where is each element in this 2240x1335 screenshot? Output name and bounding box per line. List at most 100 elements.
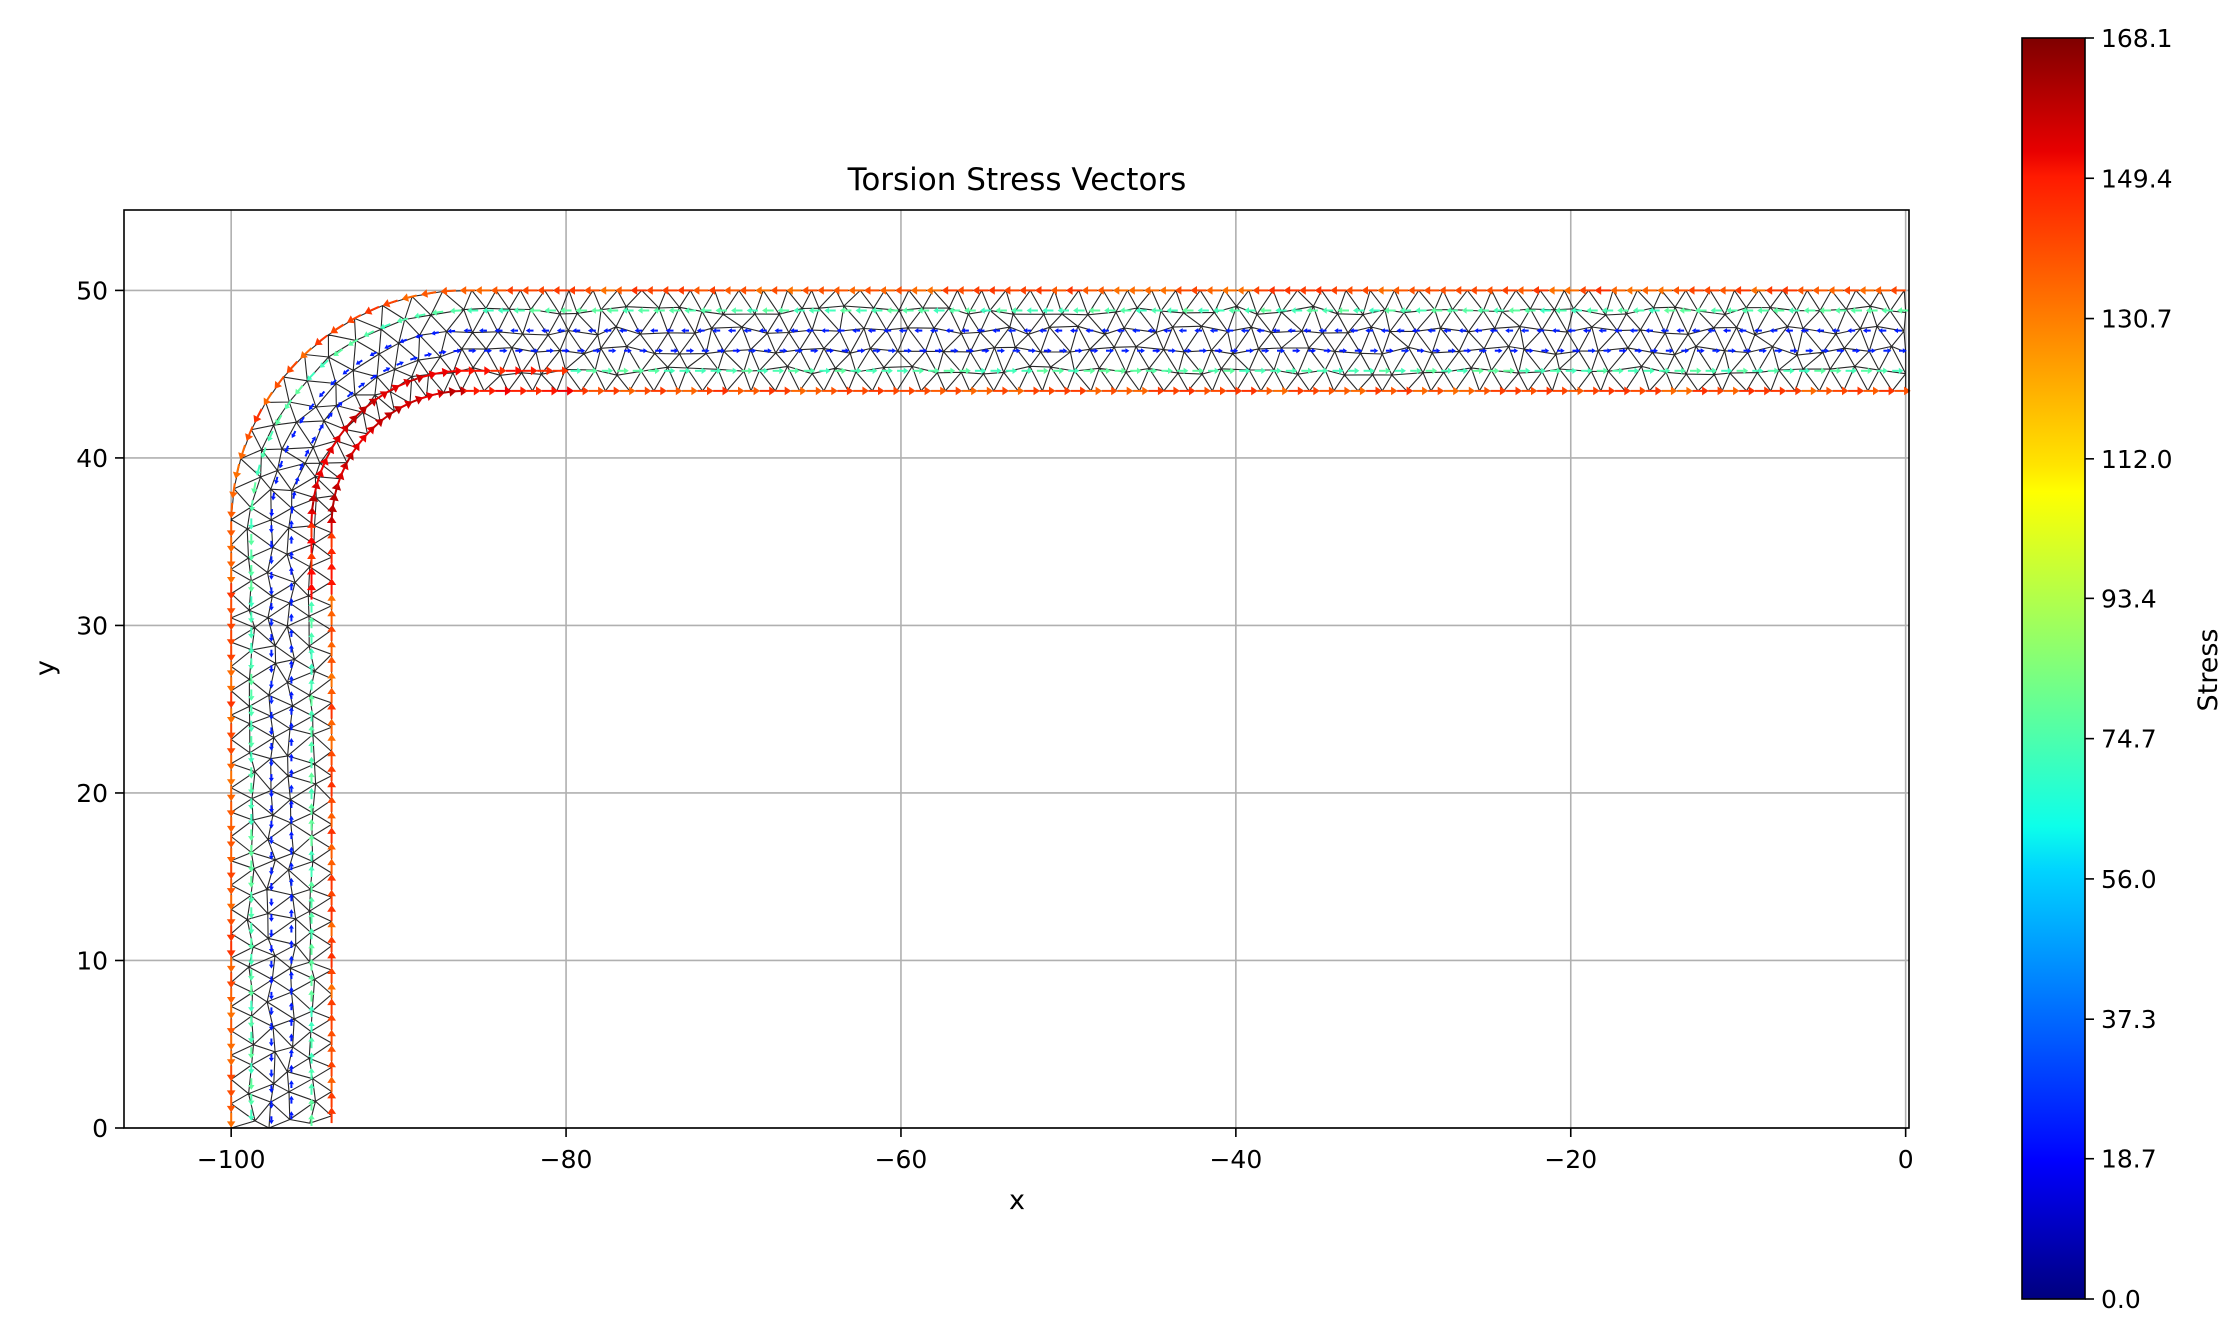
stress-vector <box>269 774 274 782</box>
stress-vector <box>988 286 1004 295</box>
vector-head <box>946 328 950 333</box>
vector-head <box>724 286 730 295</box>
vector-head <box>308 679 314 684</box>
stress-vector <box>1168 348 1176 353</box>
stress-vector <box>900 387 916 396</box>
stress-vector <box>1704 286 1720 295</box>
stress-vector <box>1508 307 1520 314</box>
vector-head <box>1655 387 1662 396</box>
stress-vector <box>319 424 323 431</box>
stress-vector <box>681 328 689 333</box>
vector-head <box>248 1069 254 1074</box>
stress-vector <box>589 387 605 396</box>
vector-head <box>1843 286 1850 295</box>
vector-head <box>1002 387 1009 396</box>
stress-vector <box>269 1039 274 1047</box>
stress-vector <box>1315 286 1331 295</box>
vector-head <box>1390 348 1394 353</box>
vector-head <box>227 842 236 849</box>
mesh <box>231 290 1906 1128</box>
vector-head <box>954 348 958 353</box>
vector-head <box>550 348 554 353</box>
vector-head <box>248 1054 255 1059</box>
stress-vector <box>1208 368 1220 374</box>
vector-shaft <box>277 477 278 481</box>
vector-head <box>1141 348 1145 353</box>
vector-head <box>1702 387 1709 396</box>
vector-head <box>248 898 254 903</box>
stress-vector <box>227 1066 236 1082</box>
stress-vector <box>622 307 633 313</box>
vector-head <box>1424 286 1431 295</box>
stress-vector <box>1553 387 1569 396</box>
vector-head <box>227 530 236 537</box>
vector-head <box>1495 368 1500 375</box>
stress-vector <box>289 940 294 948</box>
vector-head <box>227 764 236 770</box>
vector-head <box>227 982 236 989</box>
stress-vector <box>1299 286 1315 295</box>
stress-vector <box>227 1035 236 1050</box>
stress-vector <box>1396 328 1404 333</box>
stress-vector <box>819 368 830 374</box>
vector-head <box>248 587 255 592</box>
stress-vector <box>1273 387 1288 396</box>
vector-shaft <box>403 340 407 341</box>
vector-head <box>227 966 236 972</box>
stress-vector <box>620 387 635 396</box>
vector-head <box>1872 348 1876 353</box>
stress-vector <box>1690 368 1702 375</box>
stress-vector <box>677 286 693 295</box>
stress-vector <box>1118 387 1133 396</box>
stress-vector <box>327 625 336 641</box>
vector-head <box>980 307 985 313</box>
vector-head <box>537 286 544 295</box>
stress-vector <box>786 286 801 295</box>
stress-vector <box>693 286 709 295</box>
stress-vector <box>1258 387 1274 396</box>
stress-vector <box>1128 286 1143 295</box>
vector-head <box>248 727 254 732</box>
stress-vector <box>914 328 922 333</box>
vector-shaft <box>305 348 312 354</box>
y-tick-label: 30 <box>76 611 108 640</box>
vector-head <box>1484 387 1491 396</box>
vector-shaft <box>258 465 260 471</box>
vector-shaft <box>322 392 325 395</box>
stress-vector <box>562 348 570 353</box>
stress-vector <box>609 348 617 353</box>
stress-vector <box>526 328 534 333</box>
vector-head <box>327 998 336 1005</box>
vector-head <box>764 368 769 374</box>
vector-shaft <box>294 431 296 434</box>
vector-head <box>1353 307 1358 313</box>
vector-head <box>1261 368 1266 374</box>
stress-vector <box>1429 387 1445 396</box>
stress-vector <box>327 812 336 827</box>
stress-vector <box>1843 286 1859 295</box>
vector-head <box>973 286 980 295</box>
vector-head <box>1306 307 1311 314</box>
vector-head <box>467 307 472 313</box>
vector-head <box>1079 348 1083 353</box>
vector-head <box>1082 286 1088 295</box>
vector-head <box>1726 307 1731 313</box>
stress-vector <box>327 610 336 625</box>
vector-head <box>878 387 885 396</box>
vector-head <box>1253 286 1260 295</box>
stress-vector <box>289 1080 294 1088</box>
vector-head <box>747 307 752 313</box>
stress-vector <box>348 340 358 346</box>
vector-shaft <box>359 385 362 387</box>
vector-head <box>248 525 254 530</box>
vector-head <box>227 857 236 864</box>
stress-vector <box>817 286 833 295</box>
stress-vector <box>475 286 490 295</box>
vector-head <box>888 368 893 374</box>
vector-head <box>327 1045 336 1052</box>
vector-head <box>1346 286 1353 295</box>
stress-vector <box>897 368 908 374</box>
vector-head <box>269 871 274 875</box>
vector-head <box>269 513 274 517</box>
vector-head <box>1391 387 1397 396</box>
